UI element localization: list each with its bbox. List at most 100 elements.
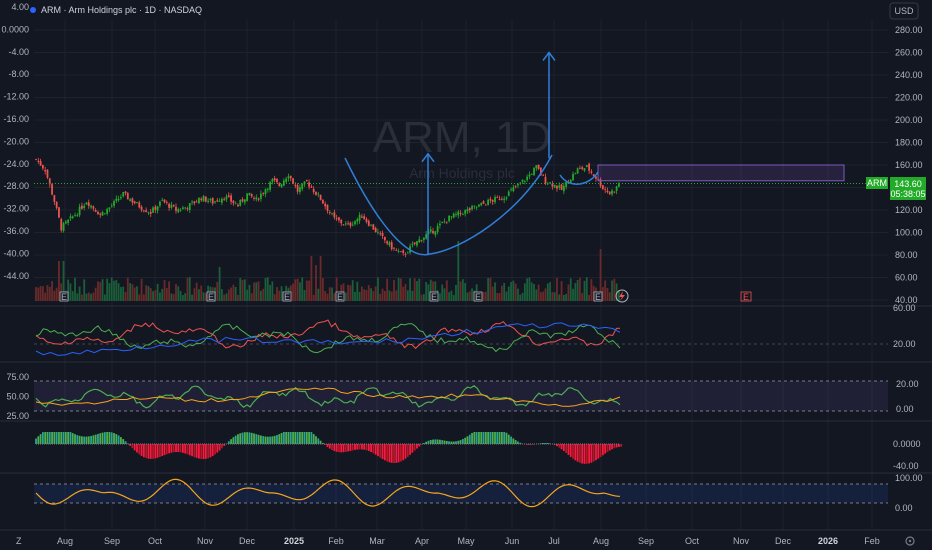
candle[interactable] (542, 175, 545, 177)
candle[interactable] (172, 205, 175, 207)
candle[interactable] (595, 176, 597, 179)
candle[interactable] (69, 216, 72, 219)
candle[interactable] (411, 244, 414, 245)
candle[interactable] (83, 205, 86, 209)
candle[interactable] (237, 204, 239, 207)
candle[interactable] (397, 251, 400, 252)
candle[interactable] (87, 202, 90, 206)
candle[interactable] (540, 167, 542, 176)
candle[interactable] (512, 187, 515, 191)
candle[interactable] (97, 211, 99, 215)
candle[interactable] (108, 207, 111, 210)
candle[interactable] (393, 247, 395, 249)
arrow-head[interactable] (421, 152, 435, 163)
candle[interactable] (193, 201, 196, 204)
candle[interactable] (170, 204, 173, 208)
candle[interactable] (120, 197, 122, 199)
candle[interactable] (358, 214, 361, 221)
cup-curve[interactable] (344, 154, 553, 256)
candle[interactable] (262, 193, 265, 194)
candle[interactable] (381, 232, 384, 236)
candle[interactable] (558, 185, 561, 188)
candle[interactable] (142, 210, 145, 212)
candle[interactable] (514, 186, 517, 187)
lightning-icon[interactable] (615, 289, 629, 303)
candle[interactable] (562, 185, 565, 192)
candle[interactable] (326, 204, 329, 211)
candle[interactable] (443, 221, 446, 223)
candle[interactable] (432, 230, 434, 234)
candle[interactable] (351, 224, 354, 226)
candle[interactable] (202, 196, 205, 202)
candle[interactable] (81, 205, 83, 209)
pane2-series-green[interactable] (35, 385, 621, 409)
candle[interactable] (106, 208, 109, 214)
candle[interactable] (468, 208, 471, 211)
candle[interactable] (255, 197, 258, 200)
candle[interactable] (186, 208, 189, 209)
candle[interactable] (276, 178, 278, 183)
candle[interactable] (64, 221, 67, 224)
candle[interactable] (344, 223, 347, 225)
candle[interactable] (191, 201, 193, 203)
candle[interactable] (138, 202, 141, 208)
candle[interactable] (126, 193, 129, 200)
candle[interactable] (422, 237, 425, 240)
earnings-marker-icon[interactable]: E (282, 291, 292, 302)
candle[interactable] (92, 206, 95, 209)
candle[interactable] (99, 213, 102, 215)
candles[interactable] (34, 157, 888, 258)
candle[interactable] (367, 220, 370, 226)
candle[interactable] (154, 206, 157, 210)
candle[interactable] (103, 213, 106, 215)
candle[interactable] (315, 191, 317, 195)
candle[interactable] (576, 168, 579, 174)
candle[interactable] (377, 232, 379, 233)
candle[interactable] (530, 174, 533, 175)
candle[interactable] (349, 222, 352, 226)
candle[interactable] (163, 199, 166, 203)
candle[interactable] (115, 198, 118, 201)
candle[interactable] (519, 182, 522, 184)
candle[interactable] (489, 199, 492, 201)
candle[interactable] (209, 199, 212, 201)
candle[interactable] (250, 194, 253, 197)
candle[interactable] (122, 192, 125, 197)
candle[interactable] (266, 188, 269, 190)
candle[interactable] (177, 209, 180, 213)
candle[interactable] (53, 195, 56, 202)
candle[interactable] (239, 199, 242, 206)
candle[interactable] (601, 185, 604, 189)
candle[interactable] (604, 189, 607, 191)
candle[interactable] (248, 192, 251, 196)
candle[interactable] (269, 181, 271, 190)
candle[interactable] (232, 200, 235, 204)
candle[interactable] (51, 184, 53, 195)
candle[interactable] (590, 171, 593, 173)
candle[interactable] (234, 203, 237, 205)
candle[interactable] (152, 207, 154, 213)
candle[interactable] (400, 251, 402, 253)
candle[interactable] (58, 207, 60, 218)
candle[interactable] (243, 199, 246, 203)
candle[interactable] (296, 185, 299, 192)
candle[interactable] (441, 222, 444, 223)
candle[interactable] (588, 163, 590, 171)
earnings-marker-icon[interactable]: E (335, 291, 345, 302)
candle[interactable] (471, 206, 473, 210)
candle[interactable] (491, 199, 494, 202)
candle[interactable] (494, 196, 496, 203)
candle[interactable] (498, 198, 501, 200)
candle[interactable] (230, 195, 232, 202)
candle[interactable] (211, 198, 214, 204)
candle[interactable] (301, 183, 304, 190)
candle[interactable] (333, 212, 336, 218)
candle[interactable] (592, 174, 595, 176)
candle[interactable] (198, 197, 200, 204)
arrow-head[interactable] (542, 51, 556, 61)
candle[interactable] (484, 204, 487, 206)
candle[interactable] (487, 199, 490, 205)
candle[interactable] (338, 217, 340, 221)
earnings-marker-icon[interactable]: E (429, 291, 439, 302)
candle[interactable] (370, 224, 372, 226)
